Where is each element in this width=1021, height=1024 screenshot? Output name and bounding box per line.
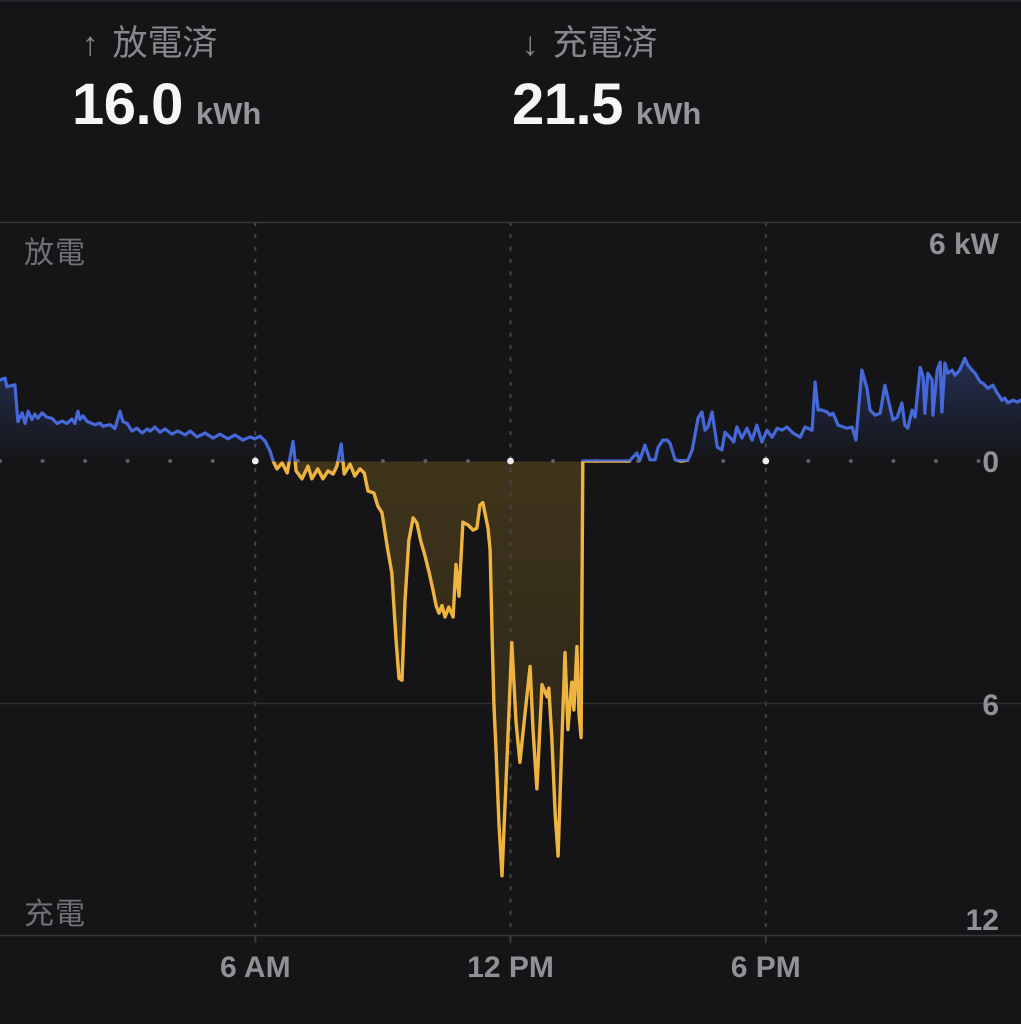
charged-unit: kWh [635, 96, 702, 132]
y-axis-label-6: 6 [982, 689, 999, 722]
y-axis-label-0: 0 [982, 446, 999, 479]
discharged-label-text: 放電済 [112, 24, 218, 63]
discharged-stat-label: ↑ 放電済 [82, 24, 261, 64]
discharge-zone-label: 放電 [24, 237, 86, 270]
charged-stat-label: ↓ 充電済 [522, 24, 701, 64]
charge-zone-label: 充電 [24, 898, 86, 931]
up-arrow-icon: ↑ [82, 25, 99, 63]
discharge-line [0, 356, 1021, 462]
discharged-stat: ↑ 放電済 16.0 kWh [72, 24, 261, 134]
x-axis-label-6am: 6 AM [220, 951, 291, 984]
discharged-unit: kWh [195, 96, 262, 132]
charged-label-text: 充電済 [552, 24, 658, 63]
charged-value: 21.5 [512, 72, 623, 138]
top-divider [0, 0, 1021, 2]
x-axis-label-6pm: 6 PM [730, 951, 801, 984]
y-axis-label-12: 12 [965, 904, 999, 937]
charge-line [271, 461, 689, 878]
vertical-time-gridlines [254, 222, 767, 935]
x-axis-label-12pm: 12 PM [467, 951, 554, 984]
charged-stat: ↓ 充電済 21.5 kWh [512, 24, 701, 134]
discharged-value: 16.0 [72, 72, 183, 138]
down-arrow-icon: ↓ [522, 25, 539, 63]
y-axis-label-6kw: 6 kW [928, 228, 999, 261]
x-axis-tick-marks [254, 935, 767, 943]
charged-stat-value: 21.5 kWh [512, 76, 701, 134]
discharged-stat-value: 16.0 kWh [72, 76, 261, 134]
